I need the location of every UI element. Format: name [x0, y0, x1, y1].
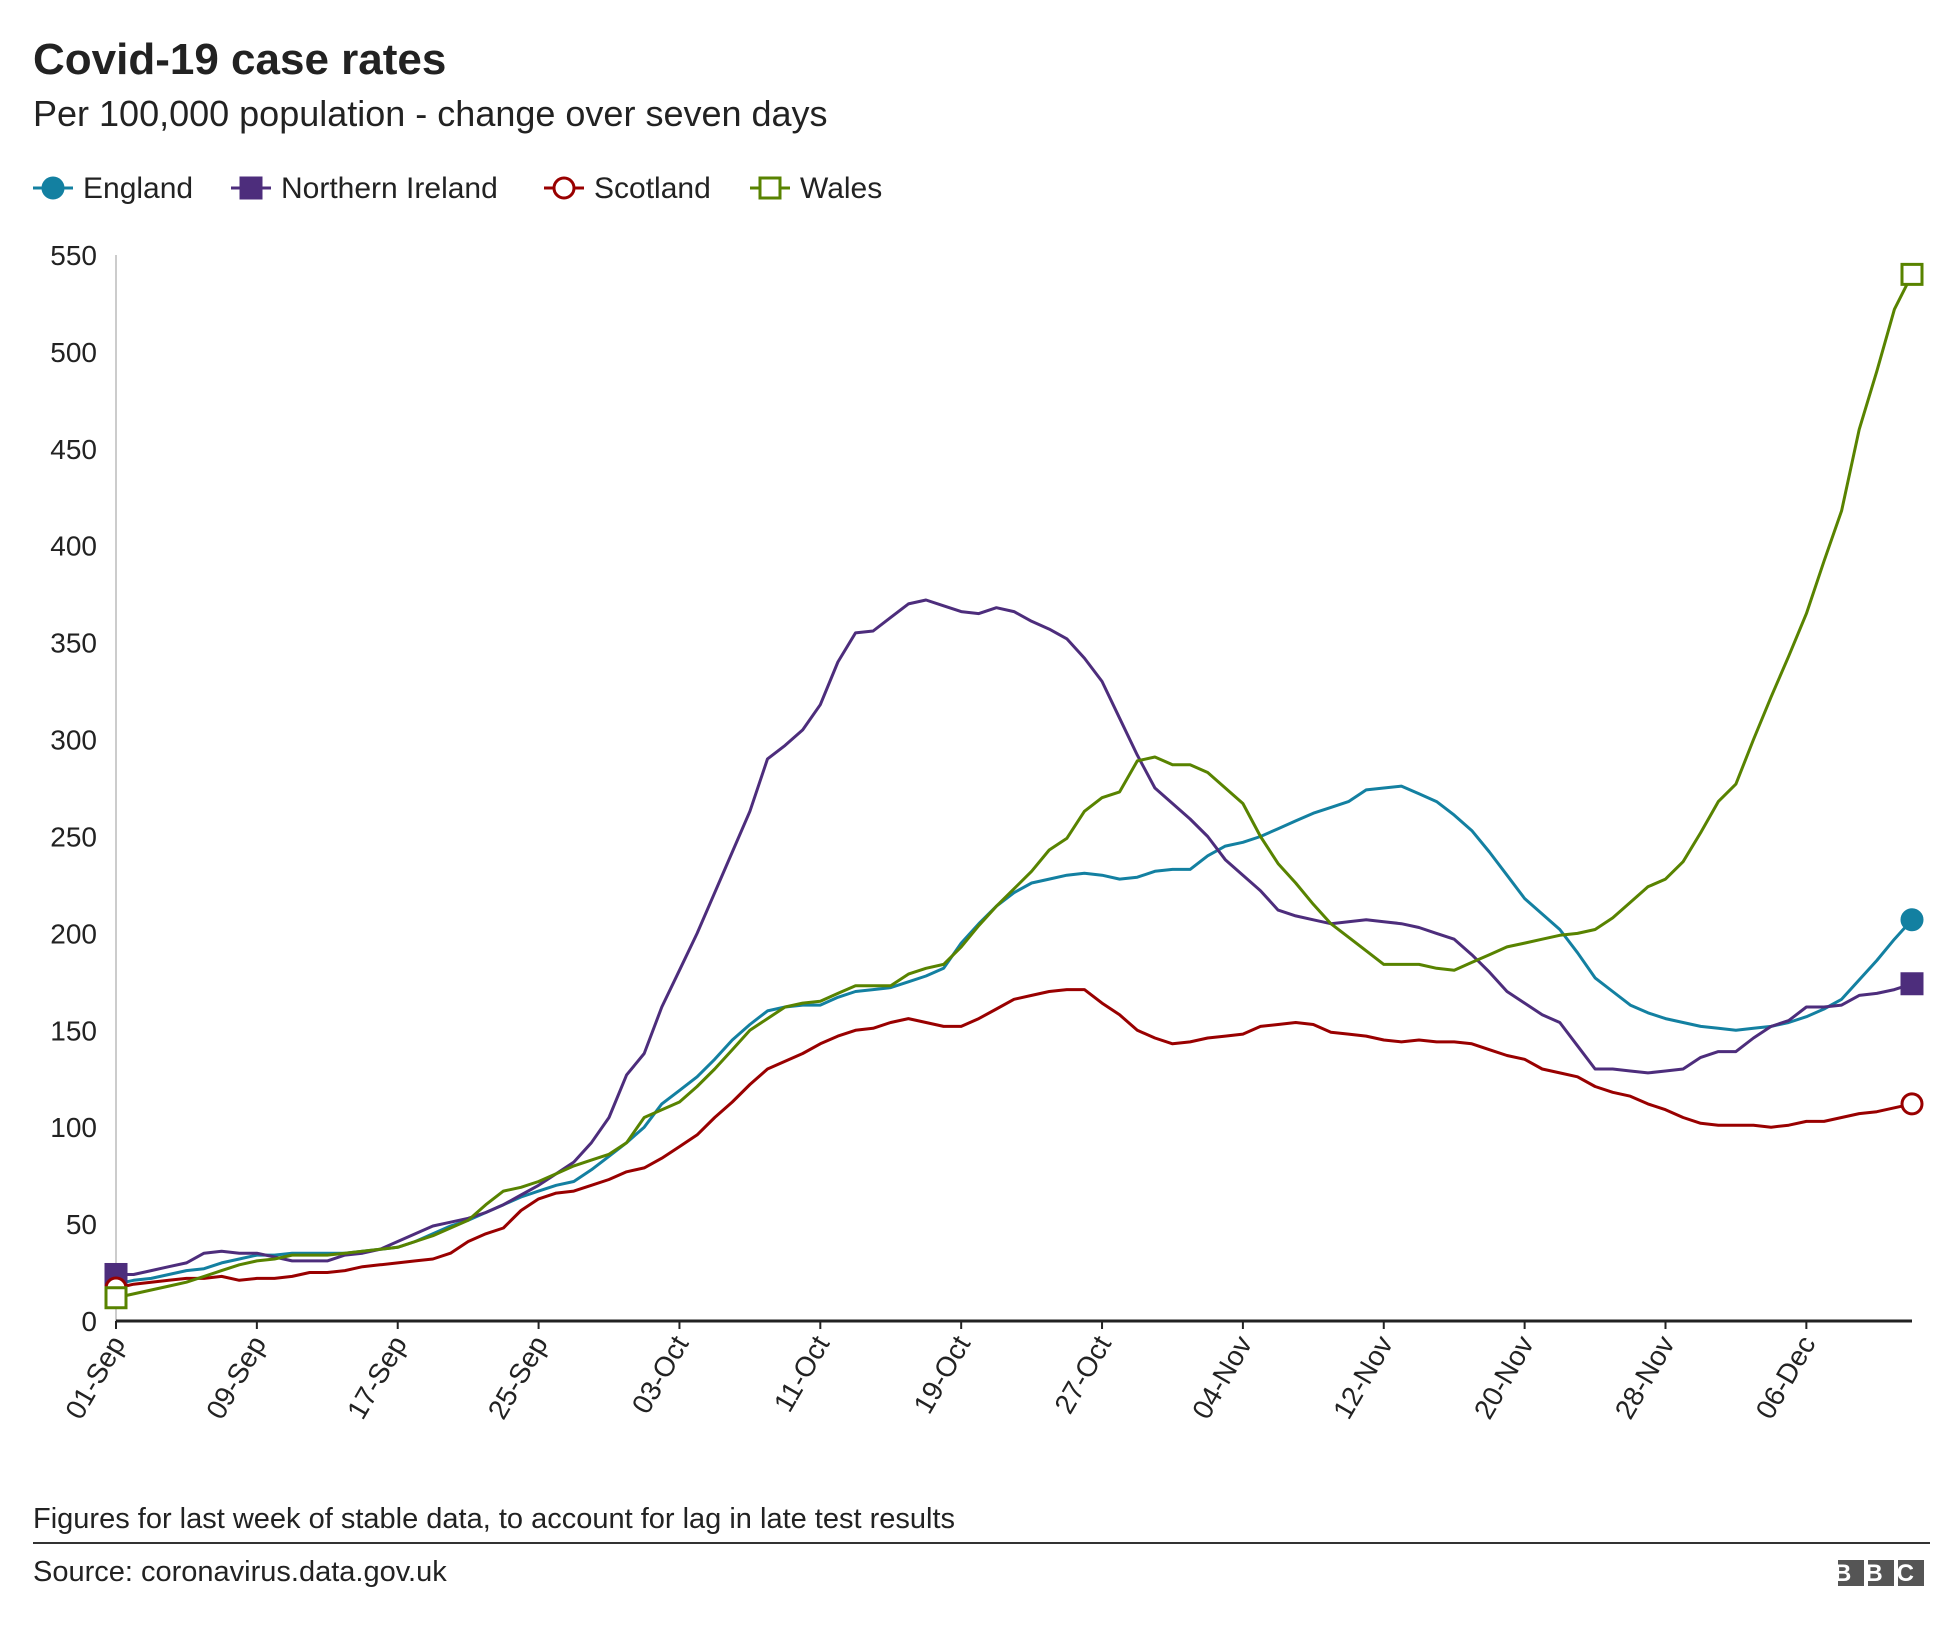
x-tick-label: 09-Sep: [200, 1331, 272, 1425]
marker: [104, 1286, 128, 1310]
x-tick-label: 01-Sep: [59, 1331, 131, 1425]
marker: [1900, 908, 1924, 932]
legend-item: Scotland: [544, 172, 711, 205]
legend-marker: [758, 176, 782, 200]
legend-item: England: [33, 172, 193, 205]
chart-note: Figures for last week of stable data, to…: [33, 1503, 955, 1535]
source: Source: coronavirus.data.gov.uk: [33, 1556, 447, 1588]
series-line: [115, 784, 1914, 1286]
y-tick-label: 200: [50, 918, 97, 949]
x-tick-label: 17-Sep: [341, 1331, 413, 1425]
logo-text: BBC: [1834, 1560, 1928, 1587]
x-tick-label: 12-Nov: [1327, 1331, 1399, 1425]
x-tick-label: 04-Nov: [1186, 1331, 1258, 1425]
legend-marker: [41, 176, 65, 200]
y-tick-label: 0: [81, 1306, 97, 1337]
y-tick-label: 50: [66, 1209, 97, 1240]
x-tick-label: 27-Oct: [1048, 1330, 1117, 1418]
y-tick-label: 350: [50, 628, 97, 659]
y-tick-label: 100: [50, 1112, 97, 1143]
series-line: [115, 273, 1914, 1300]
x-tick-label: 06-Dec: [1750, 1331, 1822, 1425]
y-tick-label: 400: [50, 531, 97, 562]
y-tick-label: 500: [50, 337, 97, 368]
legend-label: England: [83, 172, 193, 205]
x-tick-label: 19-Oct: [908, 1330, 977, 1418]
x-tick-label: 11-Oct: [768, 1330, 836, 1417]
legend-item: Northern Ireland: [231, 172, 498, 205]
legend-item: Wales: [750, 172, 882, 205]
x-tick-label: 03-Oct: [626, 1330, 695, 1418]
marker: [1900, 1092, 1924, 1116]
x-tick-label: 28-Nov: [1609, 1331, 1681, 1425]
legend-label: Wales: [800, 172, 882, 205]
legend-marker: [239, 176, 263, 200]
chart-subtitle: Per 100,000 population - change over sev…: [33, 93, 828, 134]
y-tick-label: 150: [50, 1015, 97, 1046]
y-tick-label: 300: [50, 725, 97, 756]
y-tick-label: 250: [50, 821, 97, 852]
y-tick-label: 450: [50, 434, 97, 465]
legend-label: Scotland: [594, 172, 711, 205]
x-tick-label: 20-Nov: [1468, 1331, 1540, 1425]
series-line: [115, 988, 1913, 1290]
legend-marker: [552, 176, 576, 200]
marker: [1900, 262, 1924, 286]
y-tick-label: 550: [50, 240, 97, 271]
x-tick-label: 25-Sep: [482, 1331, 554, 1425]
legend-label: Northern Ireland: [281, 172, 498, 205]
marker: [1900, 972, 1924, 996]
logo: BBC: [1834, 1560, 1928, 1587]
chart-title: Covid-19 case rates: [33, 35, 446, 84]
series-line: [116, 598, 1913, 1276]
